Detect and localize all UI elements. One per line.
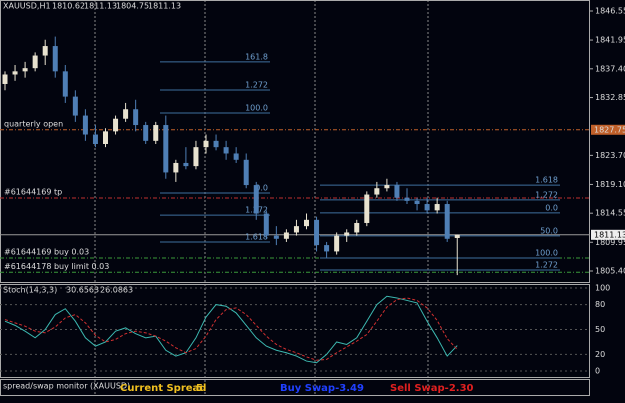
y-tick-label: 1819.10 [595,180,625,189]
candle-body [22,68,28,72]
candle-body [404,197,410,201]
candle-body [334,235,340,252]
candle-body [12,71,18,75]
candle-body [243,159,249,186]
y-tick-label: 1841.95 [595,36,625,45]
candle-body [364,194,370,223]
fib-label: 1.618 [535,176,558,185]
stoch-line [4,297,458,361]
candle-body [374,188,380,195]
header-value: 1811.13 [84,2,117,11]
y-tick-label: 1809.95 [595,238,625,247]
candle-body [384,185,390,189]
candle-body [434,204,440,211]
fib-label: 100.0 [245,104,268,113]
y-tick-label: 1846.55 [595,6,625,15]
candle-body [62,71,68,97]
candle-body [52,46,58,72]
level-label: quarterly open [4,119,63,128]
y-tick-label: 1837.40 [595,64,625,73]
sell-swap: Sell Swap-2.30 [390,383,474,394]
candle-body [424,204,430,211]
fib-label: 0.0 [255,183,268,192]
candle-body [193,147,199,167]
candle-body [263,213,269,236]
candle-body [113,118,119,132]
candle-body [32,55,38,69]
level-label: #61644169 tp [4,188,62,197]
y-tick-label: 20 [595,350,605,359]
fib-label: 1.272 [535,190,558,199]
stoch-title: Stoch(14,3,3) [3,286,57,295]
spread: 5 [196,383,203,394]
panel-borders [0,0,590,396]
fib-label: 1.272 [535,261,558,270]
candle-body [173,162,179,173]
fib-label: 1.618 [245,232,268,241]
level-label: #61644169 buy 0.03 [4,248,89,257]
candle-body [253,185,259,214]
candle-body [314,219,320,246]
header-value: 1810.62 [52,2,85,11]
candle-body [42,46,48,56]
candle-body [354,222,360,233]
y-tick-label: 100 [595,283,610,292]
candle-body [103,131,108,145]
buy-swap: Buy Swap-3.49 [280,383,364,394]
candle-body [223,147,229,154]
fib-label: 50.0 [540,226,558,235]
candle-body [123,109,129,119]
fib-label: 100.0 [535,249,558,258]
y-tick-label: 0 [595,367,600,376]
candle-body [283,232,289,239]
monitor-title: spread/swap monitor (XAUUSD) [3,382,130,391]
level-label: #61644178 buy limit 0.03 [4,262,109,271]
candle-body [82,115,88,135]
candle-body [324,245,330,252]
candle-body [72,96,78,116]
spread-label: Current Spread [120,383,206,394]
candle-body [344,232,350,236]
candle-body [2,74,8,84]
header-value: 1811.13 [148,2,181,11]
candle-body [133,109,139,126]
y-tick-label: 80 [595,300,605,309]
candle-body [203,140,209,148]
y-tick-label: 1832.85 [595,93,625,102]
candle-body [454,234,460,239]
candle-body [153,125,159,141]
price-label-box [591,229,625,240]
header-value: 30.6563 [66,286,99,295]
fib-label: 0.0 [545,203,558,212]
price-label: 1811.13 [594,230,625,239]
symbol: XAUUSD,H1 [3,2,51,11]
price-label: 1827.75 [594,125,625,134]
candle-body [293,226,299,233]
candle-body [233,153,239,160]
stoch-line [4,295,458,364]
candle-body [143,125,149,141]
candle-body [444,204,450,239]
candle-body [163,125,169,173]
header-value: 1804.75 [116,2,149,11]
y-tick-label: 1823.70 [595,151,625,160]
candle-body [92,134,98,145]
y-tick-label: 50 [595,325,605,334]
fib-label: 161.8 [245,52,268,61]
candle-body [394,185,400,198]
price-label-box [591,124,625,135]
candle-body [183,162,189,167]
candle-body [304,219,309,227]
candle-body [213,140,219,148]
y-tick-label: 1814.55 [595,209,625,218]
header-value: 26.0863 [100,286,133,295]
candle-body [414,200,420,205]
y-tick-label: 1805.40 [595,267,625,276]
fib-label: 1.272 [245,80,268,89]
candle-body [273,235,279,239]
